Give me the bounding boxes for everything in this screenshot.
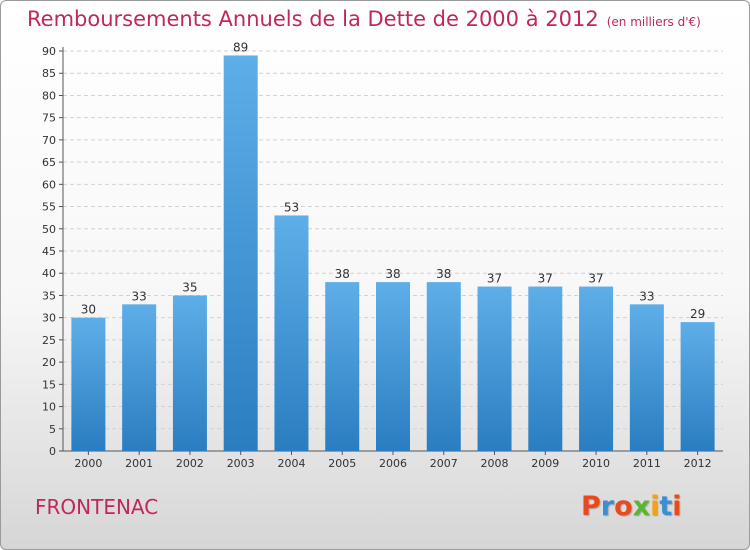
x-tick-label: 2003 <box>227 457 255 470</box>
y-tick-label: 50 <box>42 223 56 236</box>
data-label: 33 <box>639 289 654 303</box>
logo-letter: i <box>650 491 660 522</box>
logo-letter: r <box>600 491 615 522</box>
bar <box>223 55 258 451</box>
data-label: 89 <box>233 40 248 54</box>
data-label: 33 <box>132 289 147 303</box>
x-tick-label: 2010 <box>582 457 610 470</box>
data-label: 38 <box>436 267 451 281</box>
chart-title-text: Remboursements Annuels de la Dette de 20… <box>27 7 599 31</box>
x-tick-label: 2008 <box>481 457 509 470</box>
bar <box>325 282 360 451</box>
y-tick-label: 25 <box>42 334 56 347</box>
y-tick-label: 0 <box>49 445 56 458</box>
y-tick-label: 45 <box>42 245 56 258</box>
chart-unit: (en milliers d'€) <box>606 15 701 29</box>
y-tick-label: 90 <box>42 45 56 58</box>
bar <box>71 317 106 451</box>
bar <box>172 295 207 451</box>
data-label: 53 <box>284 200 299 214</box>
x-tick-label: 2011 <box>633 457 661 470</box>
x-tick-label: 2009 <box>531 457 559 470</box>
y-tick-label: 75 <box>42 112 56 125</box>
y-tick-label: 80 <box>42 89 56 102</box>
data-label: 37 <box>588 272 603 286</box>
logo-letter: t <box>659 491 673 522</box>
data-label: 38 <box>385 267 400 281</box>
y-tick-label: 20 <box>42 356 56 369</box>
bar <box>579 286 614 451</box>
bar <box>680 322 715 451</box>
data-label: 35 <box>182 280 197 294</box>
data-label: 30 <box>81 303 96 317</box>
bar <box>477 286 512 451</box>
y-tick-label: 30 <box>42 312 56 325</box>
logo-letter: x <box>632 491 651 522</box>
bar <box>426 282 461 451</box>
x-tick-label: 2007 <box>430 457 458 470</box>
logo-letter: P <box>581 491 601 522</box>
x-tick-label: 2005 <box>328 457 356 470</box>
chart-title: Remboursements Annuels de la Dette de 20… <box>27 7 701 31</box>
x-tick-label: 2006 <box>379 457 407 470</box>
commune-name: FRONTENAC <box>35 495 159 519</box>
x-tick-label: 2001 <box>125 457 153 470</box>
y-tick-label: 40 <box>42 267 56 280</box>
data-label: 29 <box>690 307 705 321</box>
y-tick-label: 15 <box>42 378 56 391</box>
y-tick-label: 85 <box>42 67 56 80</box>
y-tick-label: 55 <box>42 201 56 214</box>
bar <box>274 215 309 451</box>
y-tick-label: 65 <box>42 156 56 169</box>
data-label: 38 <box>335 267 350 281</box>
proxiti-logo[interactable]: Proxiti <box>581 491 682 522</box>
y-tick-label: 10 <box>42 401 56 414</box>
data-label: 37 <box>487 272 502 286</box>
logo-letter: o <box>614 491 633 522</box>
bar <box>376 282 410 451</box>
x-tick-label: 2002 <box>176 457 204 470</box>
logo-letter: i <box>672 491 682 522</box>
y-tick-label: 35 <box>42 289 56 302</box>
data-label: 37 <box>538 272 553 286</box>
x-tick-label: 2000 <box>74 457 102 470</box>
x-tick-label: 2004 <box>277 457 305 470</box>
bar <box>122 304 157 451</box>
y-tick-label: 60 <box>42 178 56 191</box>
y-tick-label: 70 <box>42 134 56 147</box>
x-tick-label: 2012 <box>684 457 712 470</box>
bar <box>528 286 563 451</box>
bar <box>629 304 664 451</box>
y-tick-label: 5 <box>49 423 56 436</box>
